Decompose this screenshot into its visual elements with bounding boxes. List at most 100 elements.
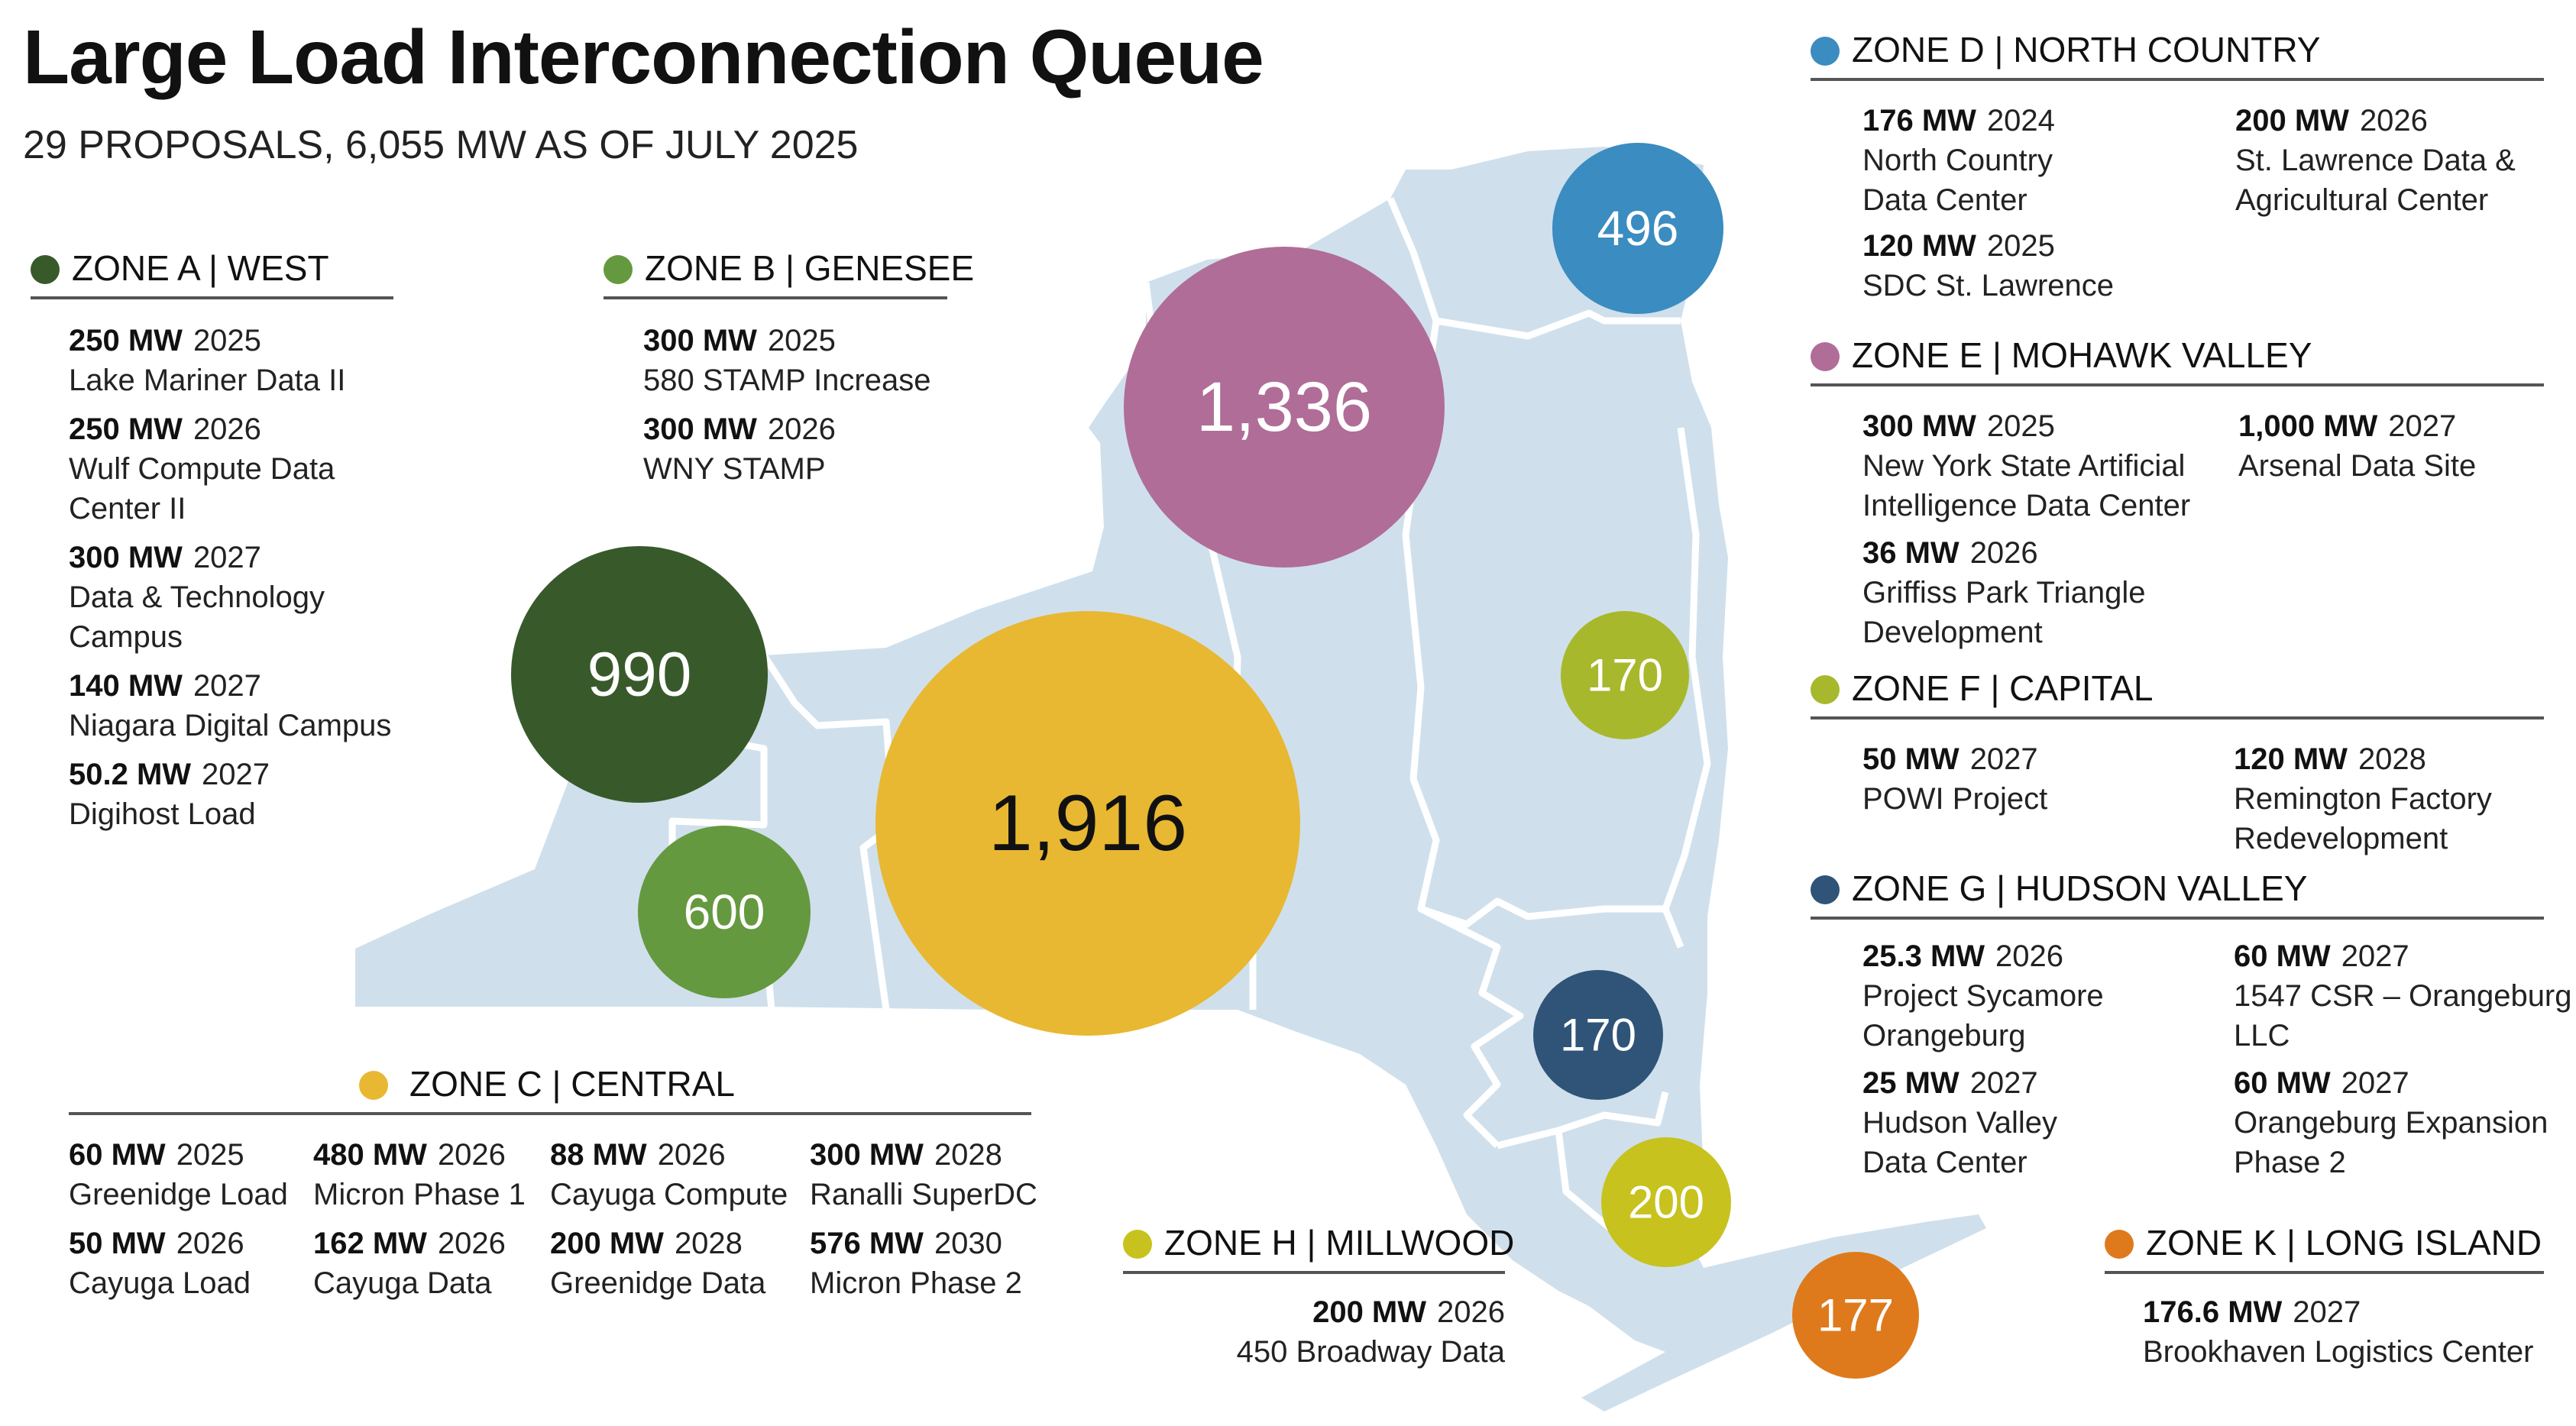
- entry-year: 2026: [1969, 536, 2038, 570]
- zone-c-entry: 60 MW 2025 Greenidge Load: [69, 1135, 288, 1214]
- entry-mw: 162 MW: [313, 1227, 427, 1260]
- entry-name: Remington Factory: [2234, 782, 2492, 816]
- zone-c-entry: 480 MW 2026 Micron Phase 1: [313, 1135, 526, 1214]
- zone-c-entry: 50 MW 2026 Cayuga Load: [69, 1224, 251, 1303]
- entry-year: 2027: [2341, 1066, 2409, 1100]
- zone-f-bubble: [1561, 611, 1689, 739]
- entry-year: 2024: [1986, 104, 2055, 137]
- zone-h-bubble-label: 200: [1628, 1177, 1704, 1228]
- zone-e-header: ZONE E | MOHAWK VALLEY: [1811, 330, 2544, 386]
- entry-name: Niagara Digital Campus: [69, 709, 392, 742]
- entry-name: Intelligence Data Center: [1862, 489, 2191, 522]
- zone-d-entry: 176 MW 2024 North Country Data Center: [1862, 101, 2055, 220]
- zone-c-bubble-label: 1,916: [989, 779, 1187, 868]
- zone-e-entry: 36 MW 2026 Griffiss Park Triangle Developme…: [1862, 533, 2146, 652]
- zone-b-entry: 300 MW 2026 WNY STAMP: [643, 409, 836, 489]
- entry-name: SDC St. Lawrence: [1862, 269, 2115, 302]
- zone-f-panel: ZONE F | CAPITAL 50 MW 2027 POWI Project 1…: [1811, 663, 2544, 855]
- zone-c-entry: 200 MW 2028 Greenidge Data: [550, 1224, 765, 1303]
- zone-f-bubble-label: 170: [1587, 650, 1663, 701]
- entry-name: Cayuga Load: [69, 1266, 251, 1300]
- zone-a-entry: 250 MW 2026 Wulf Compute Data Center II: [69, 409, 335, 529]
- entry-mw: 300 MW: [643, 324, 757, 357]
- entry-mw: 50.2 MW: [69, 758, 192, 791]
- zone-e-bubble-label: 1,336: [1196, 368, 1372, 446]
- boundary-g-h: [1496, 1091, 1669, 1150]
- entry-name: WNY STAMP: [643, 452, 826, 486]
- bubble-layer: 990 600 1,916 496 1,336 170 170 200 177: [511, 143, 1919, 1379]
- zone-c-entry: 88 MW 2026 Cayuga Compute: [550, 1135, 788, 1214]
- map-title: Large Load Interconnection Queue: [23, 15, 1264, 100]
- zone-a-header: ZONE A | WEST: [31, 243, 393, 299]
- entry-name: Greenidge Data: [550, 1266, 766, 1300]
- entry-name: Brookhaven Logistics Center: [2143, 1335, 2534, 1369]
- zone-a-label: ZONE A | WEST: [72, 248, 329, 288]
- entry-name: Wulf Compute Data: [69, 452, 335, 486]
- entry-mw: 250 MW: [69, 412, 183, 446]
- zone-k-header: ZONE K | LONG ISLAND: [2105, 1217, 2544, 1274]
- entry-year: 2027: [2388, 409, 2457, 443]
- zone-h-bubble: [1601, 1137, 1731, 1267]
- entry-mw: 36 MW: [1862, 536, 1960, 570]
- entry-year: 2026: [767, 412, 836, 446]
- zone-g-entry: 25.3 MW 2026 Project Sycamore Orangeburg: [1862, 936, 2104, 1056]
- zone-f-header: ZONE F | CAPITAL: [1811, 663, 2544, 719]
- zone-b-bubble-label: 600: [684, 884, 765, 939]
- entry-name: St. Lawrence Data &: [2235, 144, 2516, 177]
- entry-year: 2026: [1995, 939, 2064, 973]
- zone-a-entry: 300 MW 2027 Data & Technology Campus: [69, 538, 325, 657]
- zone-e-entry: 300 MW 2025 New York State Artificial Intel…: [1862, 406, 2190, 525]
- zone-a-panel: ZONE A | WEST 250 MW 2025 Lake Mariner Dat…: [31, 243, 393, 831]
- entry-year: 2028: [2358, 742, 2426, 776]
- zone-h-label: ZONE H | MILLWOOD: [1164, 1223, 1515, 1263]
- entry-name: Campus: [69, 620, 183, 654]
- zone-c-bubble: [875, 611, 1300, 1036]
- zone-d-bubble-label: 496: [1597, 201, 1679, 256]
- zone-h-header: ZONE H | MILLWOOD: [1123, 1217, 1514, 1274]
- zone-h-dot-icon: [1123, 1230, 1152, 1259]
- entry-mw: 60 MW: [69, 1138, 166, 1172]
- entry-name: Redevelopment: [2234, 822, 2448, 855]
- boundary-b-c: [761, 653, 898, 1010]
- entry-mw: 50 MW: [69, 1227, 166, 1260]
- zone-g-dot-icon: [1811, 875, 1840, 904]
- entry-name: 580 STAMP Increase: [643, 364, 931, 397]
- entry-name: LLC: [2234, 1019, 2290, 1053]
- zone-h-entry: 200 MW 2026 450 Broadway Data: [1237, 1292, 1505, 1372]
- zone-g-entry: 25 MW 2027 Hudson Valley Data Center: [1862, 1063, 2057, 1182]
- zone-b-entry: 300 MW 2025 580 STAMP Increase: [643, 321, 930, 400]
- entry-year: 2027: [2341, 939, 2409, 973]
- entry-name: Arsenal Data Site: [2238, 449, 2477, 483]
- entry-name: Center II: [69, 492, 186, 525]
- entry-year: 2027: [202, 758, 270, 791]
- zone-c-dot-icon: [359, 1071, 388, 1100]
- entry-year: 2027: [1969, 1066, 2038, 1100]
- entry-mw: 176 MW: [1862, 104, 1976, 137]
- entry-mw: 60 MW: [2234, 939, 2331, 973]
- entry-name: Development: [1862, 616, 2043, 649]
- entry-name: Ranalli SuperDC: [810, 1178, 1037, 1211]
- zone-k-panel: ZONE K | LONG ISLAND 176.6 MW 2027 Brookha…: [2105, 1217, 2544, 1369]
- entry-mw: 200 MW: [1312, 1295, 1427, 1329]
- zone-a-dot-icon: [31, 255, 60, 284]
- entry-name: Data Center: [1862, 183, 2027, 217]
- entry-mw: 50 MW: [1862, 742, 1960, 776]
- zone-b-header: ZONE B | GENESEE: [604, 243, 974, 299]
- zone-k-dot-icon: [2105, 1230, 2134, 1259]
- zone-c-entry: 300 MW 2028 Ranalli SuperDC: [810, 1135, 1037, 1214]
- entry-mw: 300 MW: [643, 412, 757, 446]
- entry-name: Agricultural Center: [2235, 183, 2489, 217]
- zone-f-entry: 120 MW 2028 Remington Factory Redevelopment: [2234, 739, 2492, 859]
- zone-k-entry: 176.6 MW 2027 Brookhaven Logistics Center: [2143, 1292, 2533, 1372]
- entry-mw: 200 MW: [550, 1227, 664, 1260]
- entry-year: 2026: [657, 1138, 726, 1172]
- zone-a-entry: 140 MW 2027 Niagara Digital Campus: [69, 666, 391, 745]
- entry-mw: 88 MW: [550, 1138, 647, 1172]
- zone-e-label: ZONE E | MOHAWK VALLEY: [1852, 335, 2312, 375]
- entry-name: 450 Broadway Data: [1236, 1335, 1505, 1369]
- entry-name: Data & Technology: [69, 580, 325, 614]
- entry-mw: 200 MW: [2235, 104, 2349, 137]
- zone-g-bubble: [1533, 970, 1663, 1100]
- entry-name: Griffiss Park Triangle: [1862, 576, 2146, 610]
- entry-name: Micron Phase 2: [810, 1266, 1022, 1300]
